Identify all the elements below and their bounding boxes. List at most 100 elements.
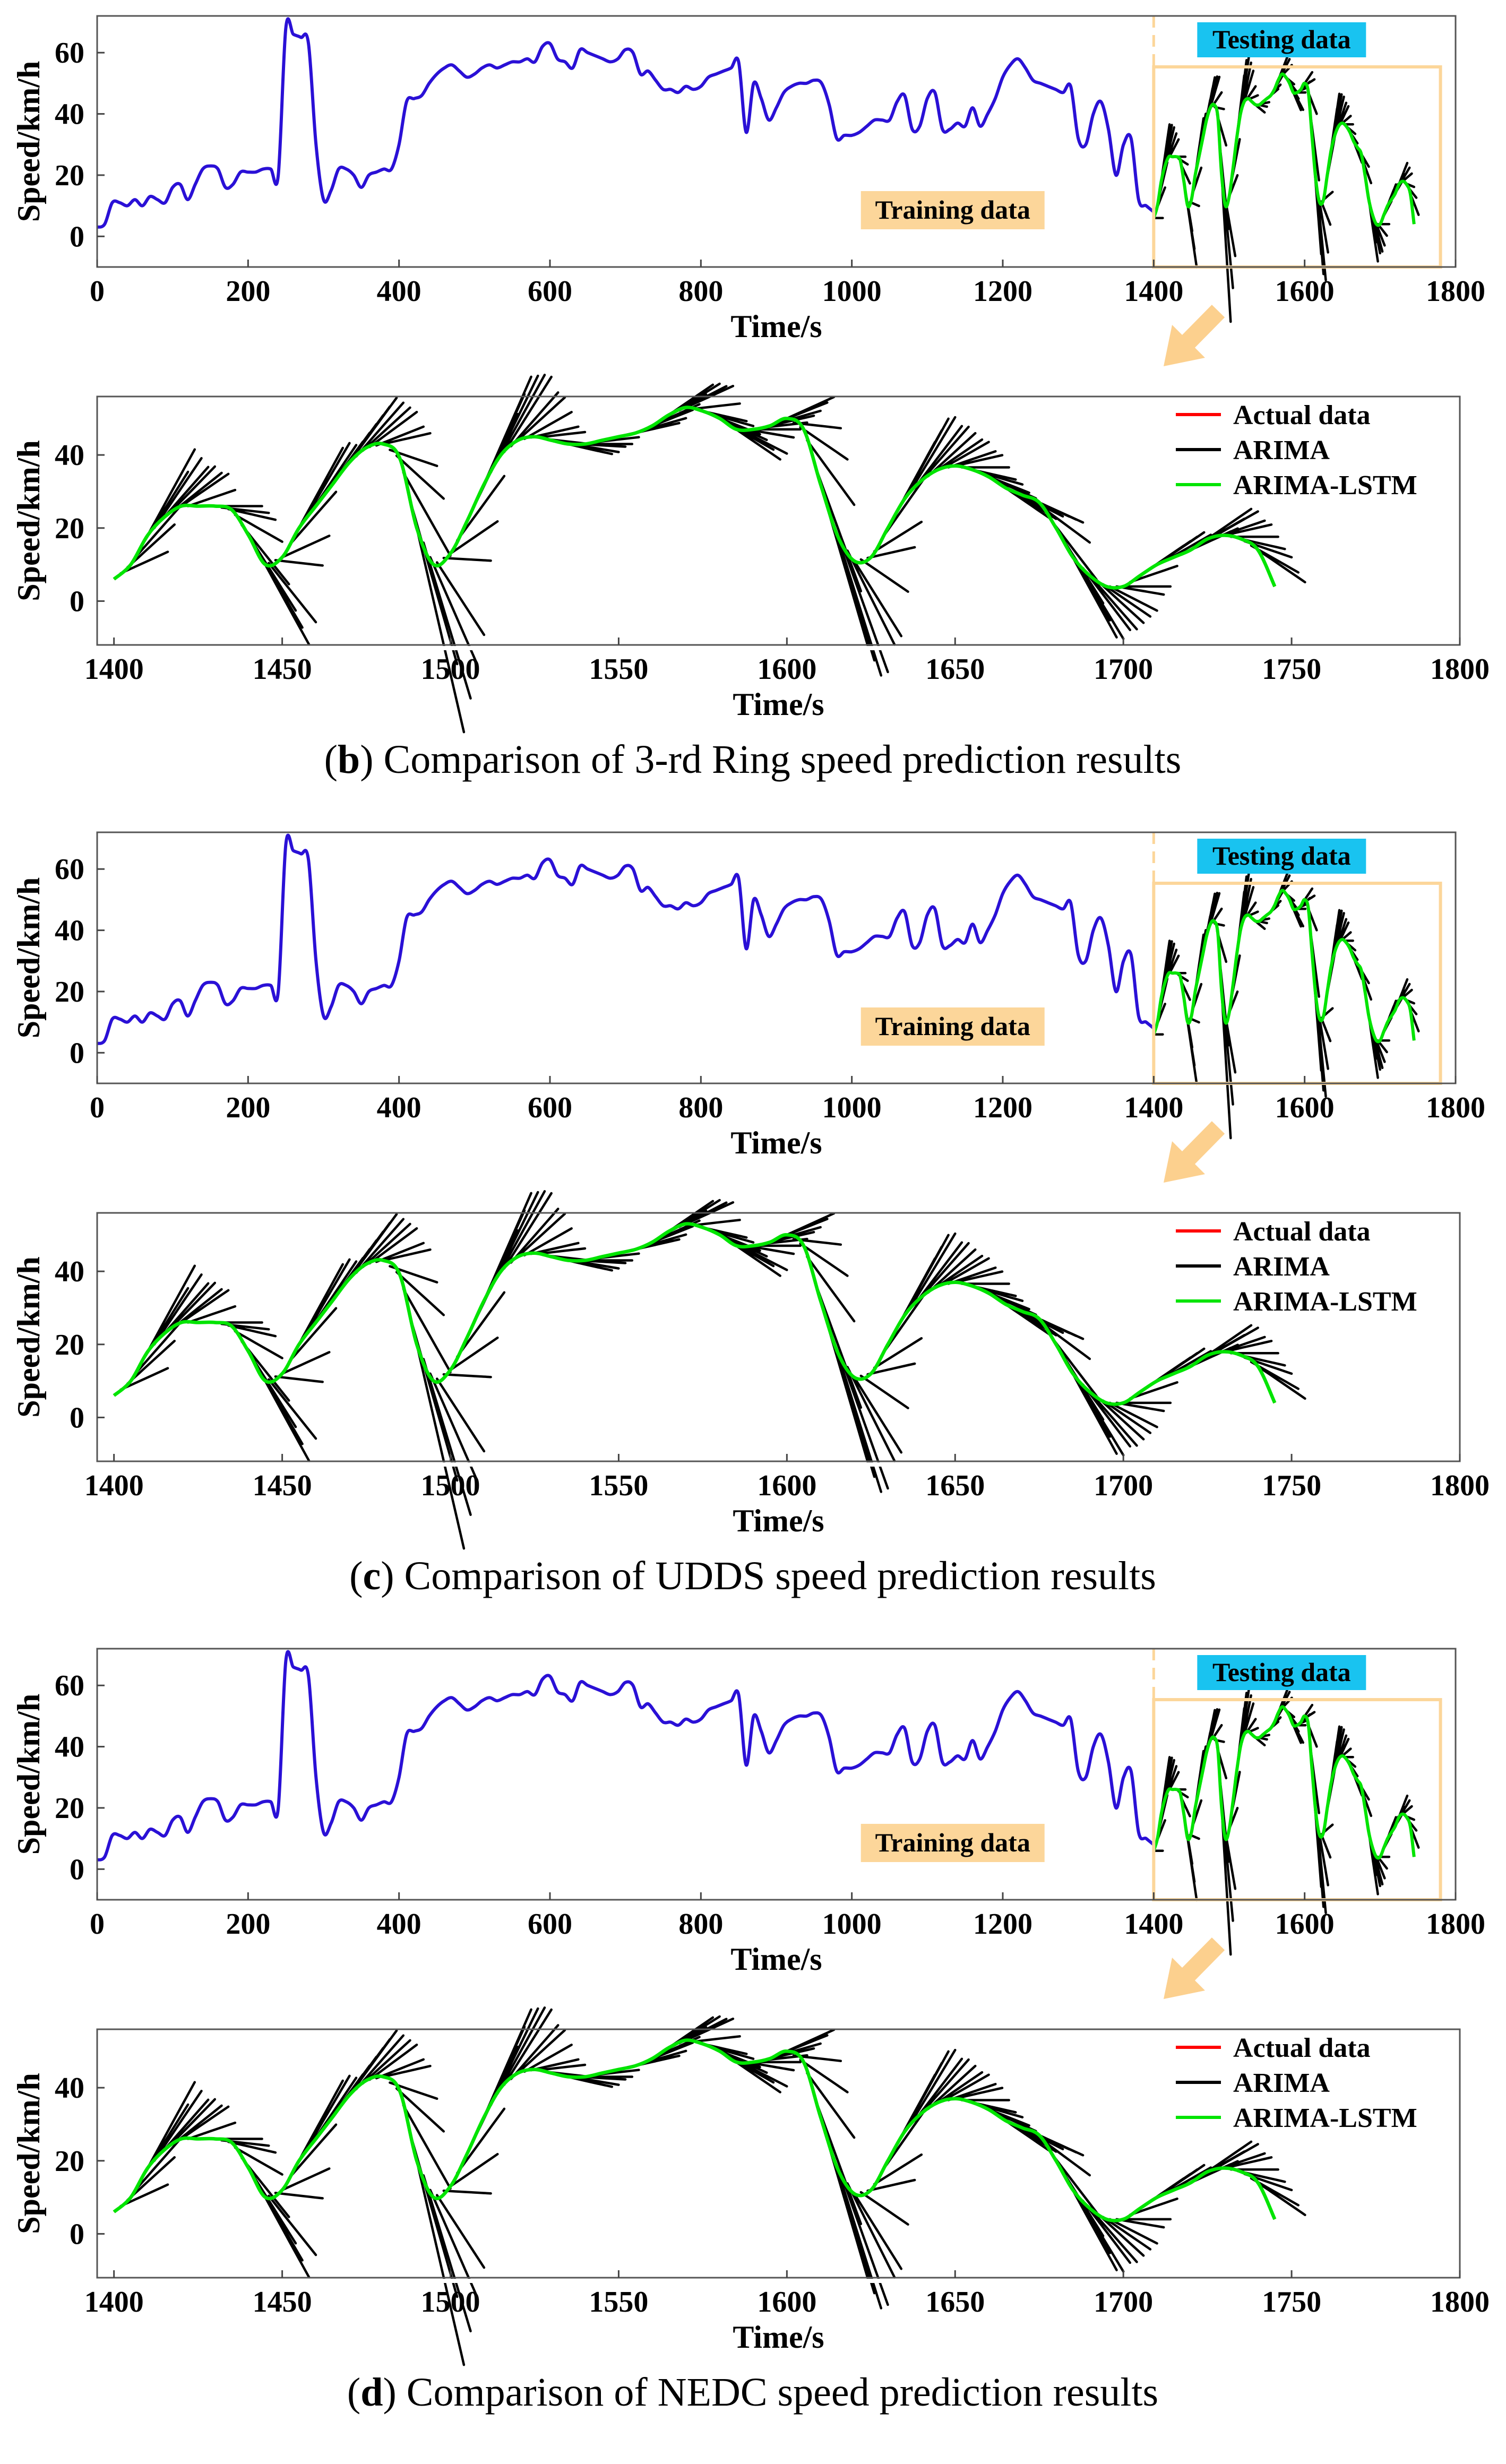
x-tick-label: 1200 (973, 275, 1032, 308)
x-tick-label: 1700 (1094, 2286, 1153, 2319)
x-tick-label: 1800 (1430, 1469, 1490, 1502)
caption-letter: d (360, 2370, 383, 2415)
caption-letter: b (338, 737, 360, 782)
zoom-panel: Actual data ARIMA ARIMA-LSTM 1400 1450 1500 15… (0, 374, 1506, 734)
x-tick-label: 1400 (1124, 1908, 1183, 1941)
x-tick-label: 1400 (84, 2286, 144, 2319)
zoom-frame (96, 395, 1461, 646)
caption-text: ) Comparison of UDDS speed prediction re… (381, 1554, 1156, 1598)
x-tick-label: 1600 (757, 2286, 816, 2319)
x-tick-label: 800 (678, 1908, 723, 1941)
training-series-line (96, 1650, 1155, 1862)
clip-mask (0, 1462, 1506, 1467)
clip-mask (0, 646, 1506, 650)
x-tick-label: 400 (377, 1908, 421, 1941)
y-tick-label: 0 (70, 220, 84, 253)
zoom-arrow-shaft (1180, 1121, 1225, 1166)
x-axis-label: Time/s (730, 309, 822, 344)
x-tick-label: 400 (377, 275, 421, 308)
x-tick-label: 1700 (1094, 653, 1153, 686)
x-tick-label: 1750 (1262, 1469, 1321, 1502)
x-tick-label: 1000 (822, 1908, 882, 1941)
testing-data-badge (1197, 22, 1366, 57)
zoom-arrow-shaft (1180, 1937, 1225, 1982)
zoom-frame (96, 1212, 1461, 1462)
x-tick-label: 1600 (1275, 275, 1335, 308)
x-axis-label: Time/s (733, 2320, 824, 2355)
x-tick-label: 1450 (253, 1469, 312, 1502)
x-tick-label: 1650 (925, 1469, 985, 1502)
training-data-label: Training data (875, 1011, 1030, 1041)
x-tick-label: 1500 (421, 653, 480, 686)
figure-caption: (b) Comparison of 3-rd Ring speed predic… (324, 737, 1182, 782)
y-axis-label: Speed/km/h (11, 1256, 46, 1417)
x-tick-label: 1600 (1275, 1091, 1335, 1124)
x-tick-label: 1550 (589, 653, 648, 686)
legend-label: ARIMA (1233, 1252, 1330, 1282)
y-tick-label: 40 (55, 2072, 84, 2105)
y-axis-label: Speed/km/h (11, 2073, 46, 2234)
x-tick-label: 1800 (1430, 2286, 1490, 2319)
x-tick-label: 0 (90, 275, 105, 308)
x-tick-label: 1800 (1430, 653, 1490, 686)
zoom-arima-lstm-line (113, 2038, 1277, 2222)
y-axis-label: Speed/km/h (11, 1694, 46, 1855)
overview-arima-lstm-line (1152, 72, 1416, 227)
y-tick-label: 0 (70, 1037, 84, 1070)
training-data-badge (860, 1824, 1045, 1862)
overview-frame (96, 15, 1457, 268)
x-tick-label: 800 (678, 1091, 723, 1124)
zoom-panel: Actual data ARIMA ARIMA-LSTM 1400 1450 1500 15… (0, 2006, 1506, 2366)
legend-label: ARIMA (1233, 435, 1330, 466)
legend-label: ARIMA-LSTM (1233, 470, 1417, 501)
x-tick-label: 1200 (973, 1091, 1032, 1124)
zoom-frame (96, 2028, 1461, 2279)
x-tick-label: 1400 (1124, 275, 1183, 308)
x-axis-label: Time/s (733, 1503, 824, 1538)
y-tick-label: 20 (55, 2145, 84, 2178)
training-data-badge (860, 1007, 1045, 1046)
x-tick-label: 200 (226, 1091, 270, 1124)
y-tick-label: 60 (55, 853, 84, 886)
x-tick-label: 0 (90, 1908, 105, 1941)
x-tick-label: 400 (377, 1091, 421, 1124)
y-tick-label: 0 (70, 1401, 84, 1434)
y-tick-label: 60 (55, 37, 84, 70)
figure-caption: (d) Comparison of NEDC speed prediction … (347, 2370, 1158, 2415)
y-tick-label: 20 (55, 976, 84, 1009)
x-tick-label: 1650 (925, 2286, 985, 2319)
x-tick-label: 1650 (925, 653, 985, 686)
x-tick-label: 1800 (1426, 275, 1485, 308)
legend-label: ARIMA-LSTM (1233, 1287, 1417, 1317)
zoom-arrow-head (1164, 325, 1205, 366)
legend-label: Actual data (1233, 400, 1371, 430)
x-tick-label: 1550 (589, 1469, 648, 1502)
testing-data-badge (1197, 1655, 1366, 1690)
x-axis-label: Time/s (730, 1125, 822, 1160)
y-tick-label: 20 (55, 159, 84, 192)
x-axis-label: Time/s (730, 1942, 822, 1977)
clip-mask (0, 2279, 1506, 2283)
training-data-label: Training data (875, 195, 1030, 225)
x-tick-label: 200 (226, 275, 270, 308)
caption-text: ) Comparison of 3-rd Ring speed predicti… (360, 737, 1181, 782)
y-tick-label: 40 (55, 915, 84, 947)
x-tick-label: 200 (226, 1908, 270, 1941)
training-data-label: Training data (875, 1828, 1030, 1857)
legend-label: Actual data (1233, 1217, 1371, 1247)
x-tick-label: 1500 (421, 2286, 480, 2319)
y-tick-label: 40 (55, 1731, 84, 1764)
x-tick-label: 1700 (1094, 1469, 1153, 1502)
x-tick-label: 1000 (822, 1091, 882, 1124)
overview-frame (96, 831, 1457, 1084)
x-tick-label: 1200 (973, 1908, 1032, 1941)
y-tick-label: 20 (55, 1792, 84, 1825)
training-series-line (96, 17, 1155, 229)
training-series-line (96, 833, 1155, 1045)
x-tick-label: 800 (678, 275, 723, 308)
